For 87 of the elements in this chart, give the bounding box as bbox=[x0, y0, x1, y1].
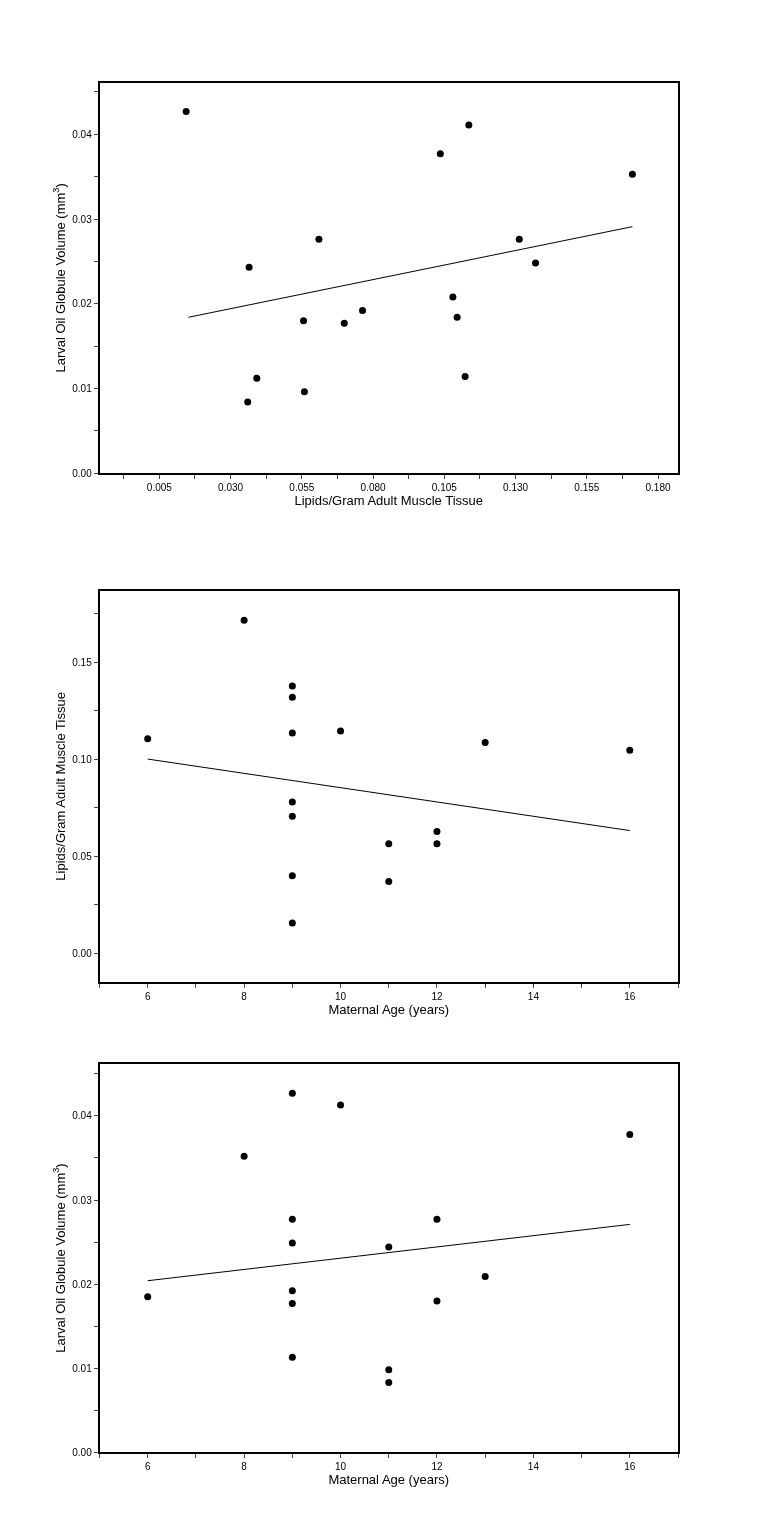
point bbox=[288, 798, 296, 806]
point bbox=[337, 727, 345, 735]
x-tick-label: 14 bbox=[527, 990, 540, 1002]
y-tick-label: 0.15 bbox=[72, 656, 93, 668]
point bbox=[515, 235, 523, 243]
point bbox=[288, 1089, 296, 1097]
x-tick-label: 8 bbox=[241, 1461, 248, 1473]
x-tick-label: 12 bbox=[431, 990, 443, 1002]
y-tick-label: 0.01 bbox=[72, 1362, 93, 1374]
point bbox=[433, 828, 441, 836]
x-tick-label: 6 bbox=[144, 1461, 151, 1473]
point bbox=[433, 840, 441, 848]
point bbox=[385, 840, 393, 848]
point bbox=[433, 1297, 441, 1305]
point bbox=[481, 739, 489, 747]
point bbox=[288, 812, 296, 820]
x-axis-title: Maternal Age (years) bbox=[328, 1472, 450, 1488]
point bbox=[182, 107, 190, 115]
x-axis-title: Maternal Age (years) bbox=[328, 1001, 450, 1017]
point bbox=[532, 259, 540, 267]
point bbox=[300, 317, 308, 325]
point bbox=[461, 373, 469, 381]
y-tick-label: 0.02 bbox=[72, 1278, 93, 1290]
point bbox=[626, 1130, 634, 1138]
y-tick-label: 0.03 bbox=[72, 213, 93, 225]
point bbox=[253, 374, 261, 382]
x-tick-label: 12 bbox=[431, 1461, 443, 1473]
point bbox=[628, 170, 636, 178]
point bbox=[481, 1273, 489, 1281]
y-tick-label: 0.02 bbox=[72, 298, 93, 310]
point bbox=[337, 1101, 345, 1109]
point bbox=[244, 398, 252, 406]
y-tick-label: 0.00 bbox=[72, 947, 93, 959]
x-tick-label: 10 bbox=[334, 1461, 347, 1473]
x-tick-label: 6 bbox=[144, 990, 151, 1002]
x-tick-label: 0.105 bbox=[431, 481, 458, 493]
y-tick-label: 0.04 bbox=[72, 1110, 93, 1122]
point bbox=[288, 872, 296, 880]
x-tick-label: 8 bbox=[241, 990, 248, 1002]
point bbox=[465, 121, 473, 129]
point bbox=[288, 729, 296, 737]
x-tick-label: 0.030 bbox=[218, 481, 244, 493]
point bbox=[453, 313, 461, 321]
point bbox=[433, 1215, 441, 1223]
point bbox=[144, 1293, 152, 1301]
point bbox=[240, 1152, 248, 1160]
point bbox=[626, 746, 634, 754]
x-tick-label: 0.155 bbox=[574, 481, 600, 493]
point bbox=[288, 1215, 296, 1223]
x-tick-label: 0.180 bbox=[645, 481, 671, 493]
y-tick-label: 0.04 bbox=[72, 128, 93, 140]
point bbox=[288, 693, 296, 701]
point bbox=[436, 150, 444, 158]
y-tick-label: 0.10 bbox=[72, 753, 93, 765]
point bbox=[288, 1287, 296, 1295]
x-tick-label: 16 bbox=[624, 1461, 636, 1473]
point bbox=[245, 263, 253, 271]
point bbox=[288, 1353, 296, 1361]
x-tick-label: 0.080 bbox=[360, 481, 387, 493]
x-tick-label: 14 bbox=[527, 1461, 540, 1473]
y-tick-label: 0.03 bbox=[72, 1194, 93, 1206]
y-tick-label: 0.05 bbox=[72, 850, 93, 862]
point bbox=[385, 1243, 393, 1251]
x-tick-label: 0.055 bbox=[289, 481, 315, 493]
point bbox=[144, 735, 152, 743]
point bbox=[340, 319, 348, 327]
point bbox=[288, 1239, 296, 1247]
x-tick-label: 0.130 bbox=[503, 481, 529, 493]
x-tick-label: 0.005 bbox=[146, 481, 173, 493]
y-axis-title: Lipids/Gram Adult Muscle Tissue bbox=[52, 692, 68, 881]
point bbox=[288, 682, 296, 690]
point bbox=[385, 1378, 393, 1386]
point bbox=[385, 878, 393, 886]
point bbox=[240, 616, 248, 624]
y-tick-label: 0.00 bbox=[72, 1446, 93, 1458]
point bbox=[449, 293, 457, 301]
y-tick-label: 0.00 bbox=[72, 467, 93, 479]
point bbox=[359, 307, 367, 315]
x-axis-title: Lipids/Gram Adult Muscle Tissue bbox=[294, 492, 484, 508]
y-tick-label: 0.01 bbox=[72, 382, 93, 394]
point bbox=[288, 919, 296, 927]
point bbox=[315, 235, 323, 243]
point bbox=[300, 388, 308, 396]
x-tick-label: 16 bbox=[624, 990, 636, 1002]
x-tick-label: 10 bbox=[334, 990, 347, 1002]
point bbox=[385, 1366, 393, 1374]
point bbox=[288, 1299, 296, 1307]
